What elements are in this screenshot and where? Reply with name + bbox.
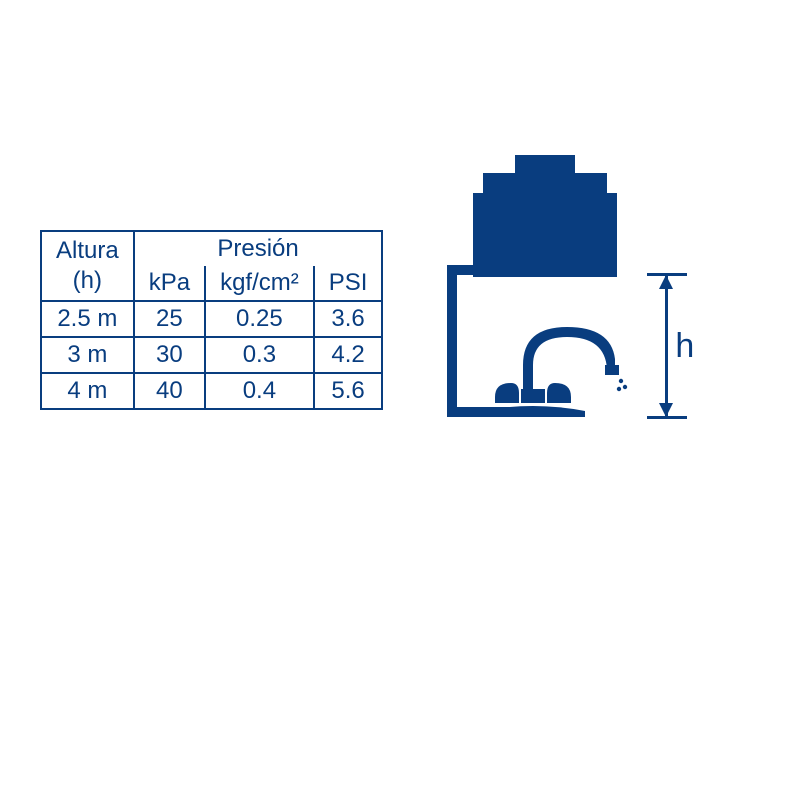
header-kgfcm2: kgf/cm² bbox=[205, 266, 314, 301]
dimension-cap-bottom-icon bbox=[647, 416, 687, 419]
table-row: 3 m 30 0.3 4.2 bbox=[41, 337, 382, 373]
table-row: 4 m 40 0.4 5.6 bbox=[41, 373, 382, 409]
cell-kpa: 40 bbox=[134, 373, 205, 409]
cell-kgfcm2: 0.3 bbox=[205, 337, 314, 373]
cell-psi: 5.6 bbox=[314, 373, 383, 409]
arrow-down-icon bbox=[659, 403, 673, 417]
cell-psi: 4.2 bbox=[314, 337, 383, 373]
table-row: 2.5 m 25 0.25 3.6 bbox=[41, 301, 382, 337]
pressure-table-wrap: Altura (h) Presión kPa kgf/cm² PSI 2.5 m… bbox=[40, 230, 383, 410]
table-header-row-1: Altura (h) Presión bbox=[41, 231, 382, 266]
header-kpa: kPa bbox=[134, 266, 205, 301]
cell-kgfcm2: 0.25 bbox=[205, 301, 314, 337]
cell-kgfcm2: 0.4 bbox=[205, 373, 314, 409]
dimension-line-icon bbox=[665, 273, 668, 419]
content-container: Altura (h) Presión kPa kgf/cm² PSI 2.5 m… bbox=[40, 230, 760, 435]
cell-psi: 3.6 bbox=[314, 301, 383, 337]
water-tank-diagram: h bbox=[443, 155, 703, 435]
header-altura-line1: Altura bbox=[56, 237, 119, 264]
header-psi: PSI bbox=[314, 266, 383, 301]
header-presion: Presión bbox=[134, 231, 383, 266]
faucet-icon bbox=[487, 325, 637, 425]
height-dimension-icon: h bbox=[641, 273, 691, 419]
cell-altura: 3 m bbox=[41, 337, 134, 373]
cell-altura: 2.5 m bbox=[41, 301, 134, 337]
cell-kpa: 30 bbox=[134, 337, 205, 373]
cell-kpa: 25 bbox=[134, 301, 205, 337]
header-altura: Altura (h) bbox=[41, 231, 134, 301]
pressure-table: Altura (h) Presión kPa kgf/cm² PSI 2.5 m… bbox=[40, 230, 383, 410]
tank-lid-icon bbox=[515, 155, 575, 173]
header-altura-line2: (h) bbox=[73, 267, 102, 294]
tank-body-icon bbox=[473, 193, 617, 277]
pipe-vertical-icon bbox=[447, 265, 457, 417]
tank-shoulder-icon bbox=[483, 173, 607, 193]
cell-altura: 4 m bbox=[41, 373, 134, 409]
height-label: h bbox=[675, 325, 694, 368]
